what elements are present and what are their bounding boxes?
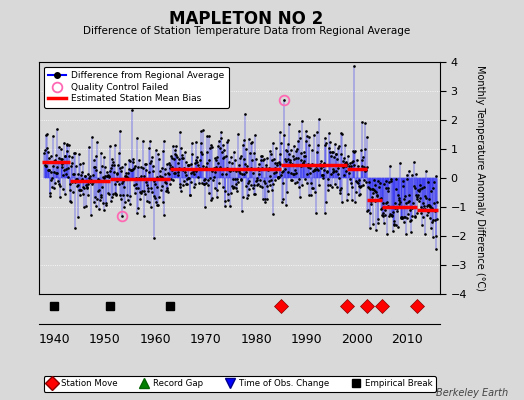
Legend: Difference from Regional Average, Quality Control Failed, Estimated Station Mean: Difference from Regional Average, Qualit… (44, 66, 228, 108)
Legend: Station Move, Record Gap, Time of Obs. Change, Empirical Break: Station Move, Record Gap, Time of Obs. C… (43, 376, 436, 392)
Text: MAPLETON NO 2: MAPLETON NO 2 (169, 10, 323, 28)
Text: Difference of Station Temperature Data from Regional Average: Difference of Station Temperature Data f… (83, 26, 410, 36)
Y-axis label: Monthly Temperature Anomaly Difference (°C): Monthly Temperature Anomaly Difference (… (475, 65, 485, 291)
Text: Berkeley Earth: Berkeley Earth (436, 388, 508, 398)
